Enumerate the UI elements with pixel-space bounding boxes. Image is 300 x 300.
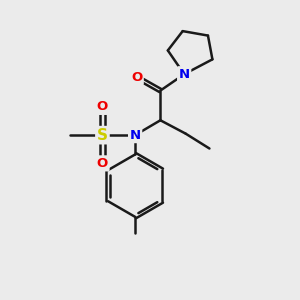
Text: O: O	[97, 157, 108, 170]
Text: N: N	[178, 68, 190, 81]
Text: O: O	[131, 71, 142, 84]
Text: O: O	[97, 100, 108, 113]
Text: N: N	[130, 129, 141, 142]
Text: S: S	[97, 128, 108, 142]
